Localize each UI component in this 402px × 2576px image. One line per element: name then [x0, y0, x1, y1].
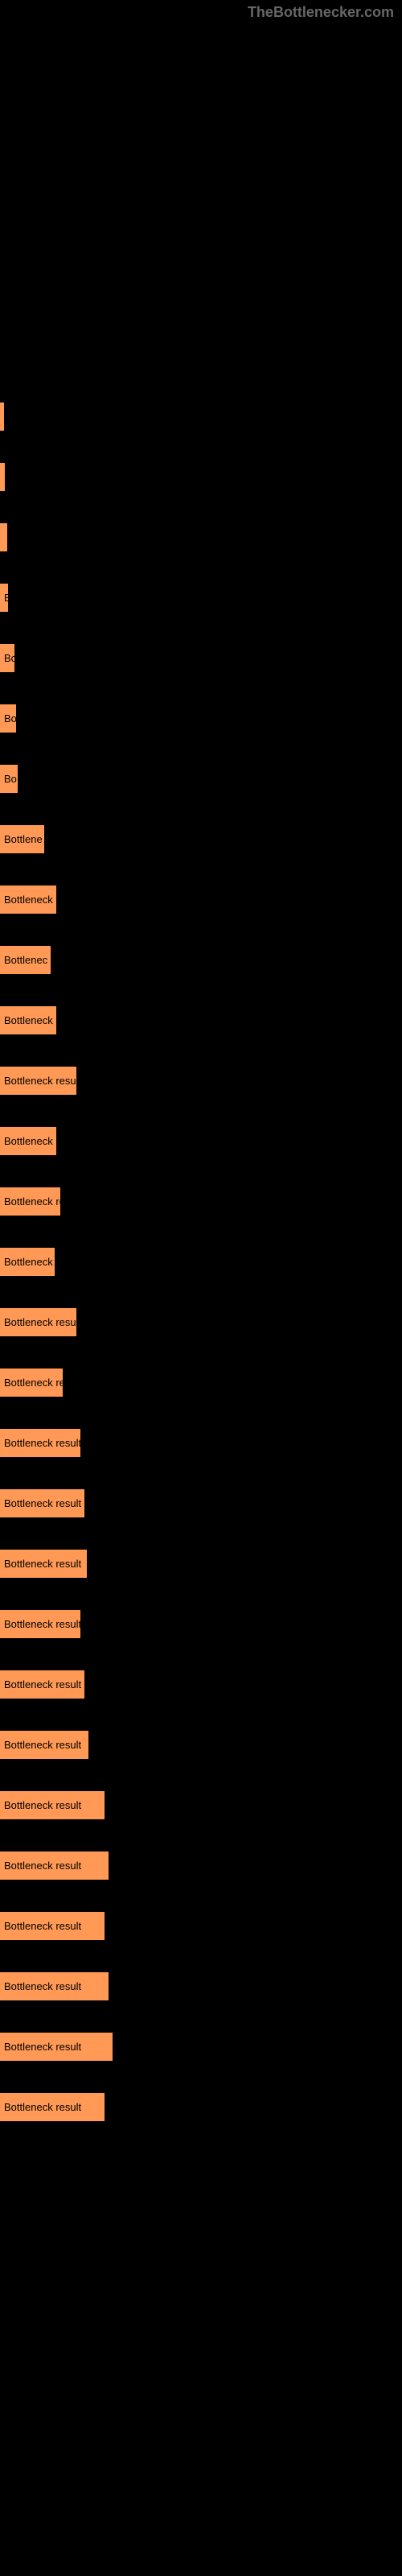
bar-row: [0, 402, 402, 431]
bar-label: Bo: [4, 712, 16, 724]
bar-row: Bottleneck result: [0, 1429, 402, 1457]
chart-bar: Bottlene: [0, 825, 44, 853]
bar-label: Bottleneck result: [4, 2101, 81, 2113]
chart-bar: Bottleneck re: [0, 1127, 56, 1155]
bar-row: Bottleneck result: [0, 1912, 402, 1940]
chart-bar: [0, 523, 7, 551]
bar-label: Bottleneck re: [4, 1135, 56, 1147]
chart-bar: Bottleneck re: [0, 886, 56, 914]
bar-row: Bottleneck result: [0, 1731, 402, 1759]
bar-label: Bottleneck re: [4, 1014, 56, 1026]
chart-bar: Bottleneck result: [0, 1791, 105, 1819]
bar-label: Bottleneck res: [4, 1377, 63, 1389]
bar-label: Bottleneck result: [4, 1437, 80, 1449]
bar-row: Bo: [0, 644, 402, 672]
bar-row: Bottleneck re: [0, 1127, 402, 1155]
bar-label: Bottleneck result: [4, 1739, 81, 1751]
bar-label: Bottleneck result: [4, 1497, 81, 1509]
chart-bar: Bottleneck result: [0, 1912, 105, 1940]
bar-row: Bottleneck result: [0, 2033, 402, 2061]
bar-row: [0, 463, 402, 491]
bar-label: Bottleneck result: [4, 1860, 81, 1872]
bar-label: Bottleneck r: [4, 1256, 55, 1268]
chart-bar: Bottleneck result: [0, 2093, 105, 2121]
bar-label: Bottleneck resu: [4, 1195, 60, 1208]
chart-bar: Bottleneck result: [0, 1972, 109, 2000]
bar-row: Bottlenec: [0, 946, 402, 974]
chart-bar: [0, 402, 4, 431]
bar-label: Bottleneck result: [4, 1678, 81, 1690]
chart-bar: Bottleneck res: [0, 1368, 63, 1397]
bar-row: Bottleneck result: [0, 1852, 402, 1880]
bar-label: Bottleneck result f: [4, 1316, 76, 1328]
bar-row: Bo: [0, 765, 402, 793]
bar-label: B: [4, 592, 8, 604]
chart-bar: Bottleneck result: [0, 2033, 113, 2061]
chart-bar: Bottleneck re: [0, 1006, 56, 1034]
bar-label: Bottleneck re: [4, 894, 56, 906]
bar-label: Bo: [4, 773, 17, 785]
bar-label: Bottleneck result: [4, 1558, 81, 1570]
chart-bar: Bo: [0, 644, 14, 672]
bar-chart: B Bo Bo Bo Bottlene Bottleneck re Bottlenec Bot…: [0, 0, 402, 2194]
bar-row: Bottleneck r: [0, 1248, 402, 1276]
bar-row: Bottlene: [0, 825, 402, 853]
bar-label: Bottleneck result: [4, 1799, 81, 1811]
bar-row: Bottleneck res: [0, 1368, 402, 1397]
chart-bar: Bottleneck result: [0, 1852, 109, 1880]
bar-row: Bottleneck resu: [0, 1187, 402, 1216]
chart-bar: Bottleneck result: [0, 1489, 84, 1517]
chart-bar: Bo: [0, 704, 16, 733]
bar-label: Bottlene: [4, 833, 43, 845]
bar-row: Bottleneck result f: [0, 1067, 402, 1095]
bar-row: B: [0, 584, 402, 612]
bar-row: Bottleneck result: [0, 1610, 402, 1638]
chart-bar: Bottleneck result: [0, 1610, 80, 1638]
chart-bar: Bottlenec: [0, 946, 51, 974]
bar-row: Bottleneck result: [0, 1791, 402, 1819]
chart-bar: [0, 463, 5, 491]
watermark-text: TheBottlenecker.com: [248, 4, 394, 21]
bar-row: Bottleneck result: [0, 1489, 402, 1517]
bar-label: Bottleneck result: [4, 1980, 81, 1992]
bar-label: Bottleneck result: [4, 1920, 81, 1932]
bar-label: Bottleneck result: [4, 2041, 81, 2053]
chart-bar: B: [0, 584, 8, 612]
bar-row: Bottleneck re: [0, 886, 402, 914]
chart-bar: Bottleneck result f: [0, 1308, 76, 1336]
bar-row: Bo: [0, 704, 402, 733]
chart-bar: Bottleneck result f: [0, 1067, 76, 1095]
chart-bar: Bo: [0, 765, 18, 793]
chart-bar: Bottleneck result: [0, 1670, 84, 1699]
chart-bar: Bottleneck result: [0, 1550, 87, 1578]
chart-bar: Bottleneck result: [0, 1731, 88, 1759]
bar-label: Bottleneck result: [4, 1618, 80, 1630]
chart-bar: Bottleneck resu: [0, 1187, 60, 1216]
bar-label: Bottlenec: [4, 954, 47, 966]
bar-row: Bottleneck result: [0, 1972, 402, 2000]
bar-row: Bottleneck result: [0, 1670, 402, 1699]
bar-row: Bottleneck result f: [0, 1308, 402, 1336]
bar-label: Bottleneck result f: [4, 1075, 76, 1087]
bar-row: [0, 523, 402, 551]
bar-label: Bo: [4, 652, 14, 664]
chart-bar: Bottleneck result: [0, 1429, 80, 1457]
bar-row: Bottleneck result: [0, 2093, 402, 2121]
bar-row: Bottleneck result: [0, 1550, 402, 1578]
bar-row: Bottleneck re: [0, 1006, 402, 1034]
chart-bar: Bottleneck r: [0, 1248, 55, 1276]
